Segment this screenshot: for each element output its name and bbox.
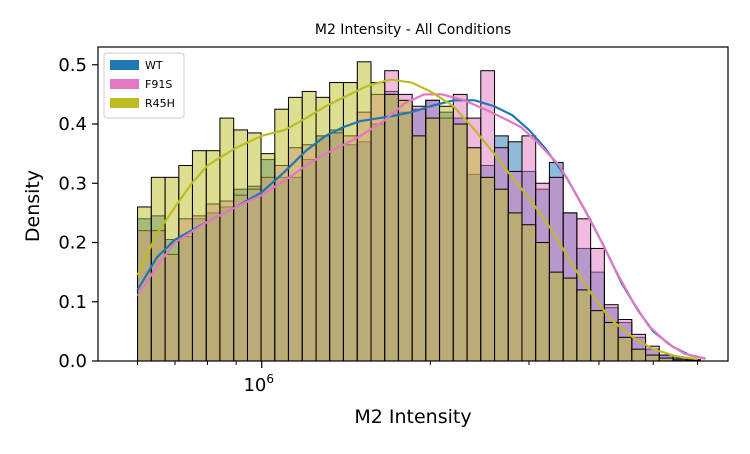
- legend-label: R45H: [145, 97, 175, 110]
- histogram-bar: [603, 321, 619, 362]
- histogram-bar: [178, 164, 193, 362]
- histogram-bar: [466, 147, 482, 362]
- histogram-bar: [233, 129, 248, 362]
- legend-swatch: [110, 98, 139, 108]
- legend-label: F91S: [145, 78, 172, 91]
- kde-line-f91s: [136, 93, 706, 360]
- histogram-bar: [247, 132, 262, 362]
- chart-title: M2 Intensity - All Conditions: [315, 22, 511, 38]
- histogram-bar: [425, 117, 441, 362]
- histogram-bar: [576, 289, 592, 362]
- y-axis-label: Density: [22, 170, 44, 242]
- histogram-bar: [397, 99, 413, 362]
- histogram-bar: [507, 212, 523, 362]
- histogram-bar: [150, 176, 166, 362]
- histogram-bar: [439, 105, 454, 362]
- histogram-bar: [562, 277, 578, 362]
- histogram-bar: [548, 271, 564, 362]
- histogram-bar: [329, 82, 344, 362]
- legend-swatch: [110, 60, 139, 70]
- x-tick-label: 106: [243, 372, 274, 396]
- histogram-bar: [205, 150, 221, 362]
- histogram-bar: [191, 150, 207, 362]
- histogram-bar: [521, 224, 537, 362]
- legend-swatch: [110, 79, 139, 89]
- histogram-bar: [356, 61, 372, 362]
- y-tick-label: 0.0: [58, 351, 87, 372]
- plot-area: 0.0 0.1 0.2 0.3 0.4 0.5 106: [58, 46, 729, 396]
- histogram-bar: [494, 188, 509, 362]
- histogram-bar: [535, 242, 550, 362]
- legend-label: WT: [145, 59, 163, 72]
- axes-frame: [97, 46, 729, 362]
- y-tick-label: 0.4: [58, 114, 87, 135]
- histogram-bar: [287, 96, 303, 362]
- y-tick-label: 0.5: [58, 55, 87, 76]
- histogram-bar: [301, 90, 317, 362]
- histogram-bar: [480, 176, 496, 362]
- histogram-bar: [590, 310, 605, 362]
- histogram-bar: [631, 348, 647, 362]
- histogram-bar: [617, 336, 633, 362]
- legend: WT F91S R45H: [103, 52, 185, 119]
- y-tick-label: 0.2: [58, 233, 87, 254]
- series-r45h-bars: [137, 61, 701, 362]
- histogram-bar: [645, 354, 660, 362]
- y-tick-label: 0.3: [58, 173, 87, 194]
- histogram-bar: [384, 93, 399, 362]
- kde-line-r45h: [136, 78, 698, 361]
- histogram-bar: [260, 153, 276, 362]
- histogram-bar: [411, 135, 427, 362]
- x-axis-label: M2 Intensity: [354, 406, 471, 428]
- histogram-bar: [452, 123, 468, 362]
- y-tick-label: 0.1: [58, 292, 87, 313]
- histogram-bar: [274, 108, 289, 362]
